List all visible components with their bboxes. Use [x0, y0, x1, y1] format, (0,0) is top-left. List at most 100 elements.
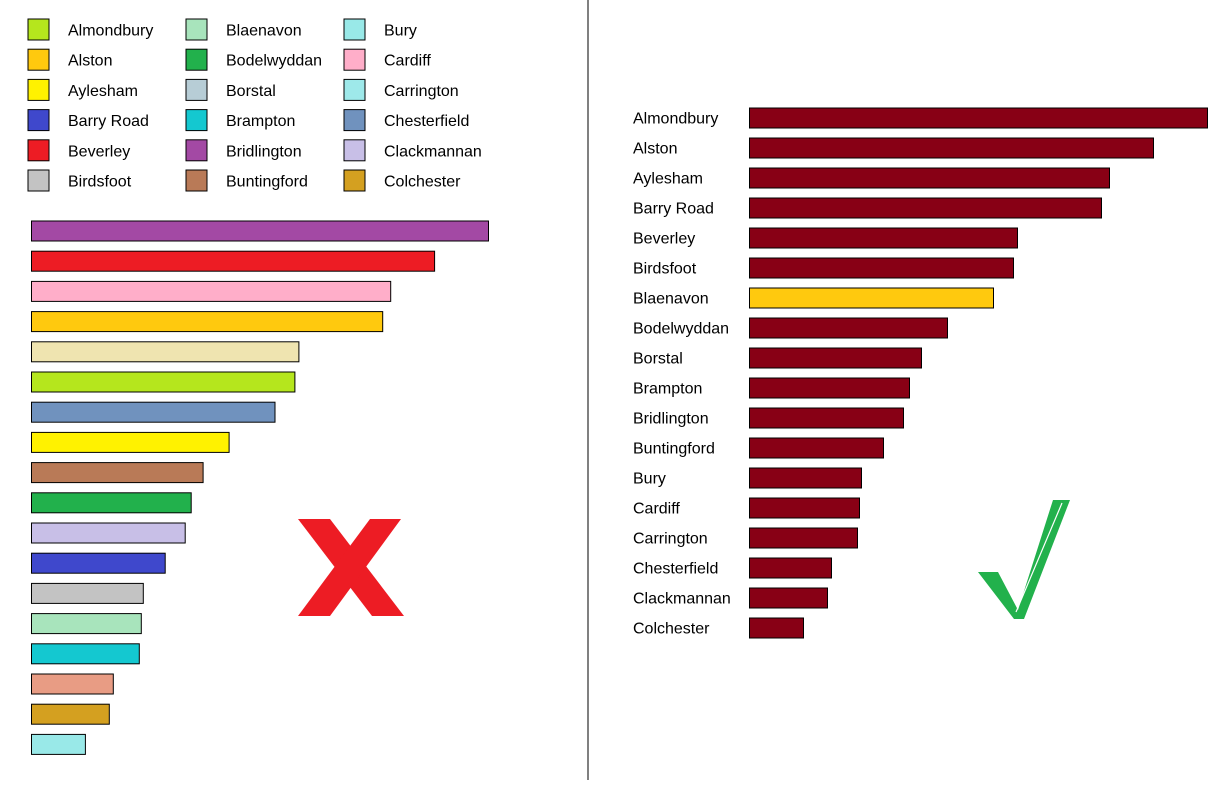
- right-bar-cardiff: [749, 497, 860, 519]
- legend-swatch-clackmannan: [343, 139, 366, 162]
- right-tick-label-alston: Alston: [633, 141, 677, 158]
- legend-swatch-birdsfoot: [27, 169, 50, 192]
- right-bar-carrington: [749, 527, 858, 549]
- left-bar-13: [31, 582, 144, 604]
- right-bar-borstal: [749, 347, 922, 369]
- legend-label-clackmannan: Clackmannan: [384, 143, 482, 160]
- legend-label-bridlington: Bridlington: [226, 143, 302, 160]
- legend-label-aylesham: Aylesham: [68, 83, 138, 100]
- right-tick-label-colchester: Colchester: [633, 621, 710, 638]
- legend-swatch-bridlington: [185, 139, 208, 162]
- right-bar-almondbury: [749, 107, 1208, 129]
- right-bar-clackmannan: [749, 587, 828, 609]
- right-tick-label-birdsfoot: Birdsfoot: [633, 261, 697, 278]
- legend-swatch-almondbury: [27, 18, 50, 41]
- legend-label-buntingford: Buntingford: [226, 174, 308, 191]
- left-bar-4: [31, 311, 384, 333]
- legend-swatch-borstal: [185, 78, 208, 101]
- left-bar-1: [31, 220, 489, 242]
- legend-swatch-blaenavon: [185, 18, 208, 41]
- left-bar-8: [31, 431, 230, 453]
- legend-swatch-bury: [343, 18, 366, 41]
- legend-label-cardiff: Cardiff: [384, 53, 431, 70]
- left-bar-14: [31, 613, 142, 635]
- right-bar-buntingford: [749, 437, 884, 459]
- right-bar-alston: [749, 137, 1154, 159]
- right-bar-birdsfoot: [749, 257, 1014, 279]
- left-bar-9: [31, 462, 204, 484]
- left-bar-3: [31, 280, 392, 302]
- legend-label-brampton: Brampton: [226, 113, 295, 130]
- right-tick-label-bridlington: Bridlington: [633, 411, 709, 428]
- right-tick-label-almondbury: Almondbury: [633, 111, 718, 128]
- legend-swatch-barry-road: [27, 109, 50, 132]
- right-bar-colchester: [749, 617, 804, 639]
- right-tick-label-bodelwyddan: Bodelwyddan: [633, 321, 729, 338]
- right-tick-label-carrington: Carrington: [633, 531, 708, 548]
- right-tick-label-borstal: Borstal: [633, 351, 683, 368]
- right-tick-label-bury: Bury: [633, 471, 666, 488]
- left-bar-2: [31, 250, 436, 272]
- legend: Almondbury Alston Aylesham Barry Road Beverl…: [27, 18, 482, 192]
- check-shape: [978, 500, 1070, 619]
- left-bar-17: [31, 703, 110, 725]
- legend-swatch-buntingford: [185, 169, 208, 192]
- legend-label-birdsfoot: Birdsfoot: [68, 174, 132, 191]
- left-bars: [31, 220, 489, 755]
- left-bar-5: [31, 341, 300, 363]
- legend-label-bodelwyddan: Bodelwyddan: [226, 53, 322, 70]
- legend-swatch-brampton: [185, 109, 208, 132]
- right-bar-beverley: [749, 227, 1018, 249]
- legend-swatch-chesterfield: [343, 109, 366, 132]
- left-bar-6: [31, 371, 296, 393]
- legend-label-blaenavon: Blaenavon: [226, 23, 302, 40]
- legend-label-bury: Bury: [384, 23, 417, 40]
- left-bar-7: [31, 401, 276, 423]
- left-bar-12: [31, 552, 166, 574]
- right-tick-label-barry-road: Barry Road: [633, 201, 714, 218]
- legend-label-alston: Alston: [68, 53, 112, 70]
- right-tick-label-chesterfield: Chesterfield: [633, 561, 718, 578]
- right-tick-label-blaenavon: Blaenavon: [633, 291, 709, 308]
- right-bar-brampton: [749, 377, 910, 399]
- check-icon: [978, 500, 1070, 619]
- legend-swatch-alston: [27, 48, 50, 71]
- left-bar-16: [31, 673, 114, 695]
- legend-swatch-beverley: [27, 139, 50, 162]
- cross-icon: [298, 519, 404, 616]
- right-tick-label-clackmannan: Clackmannan: [633, 591, 731, 608]
- legend-label-carrington: Carrington: [384, 83, 459, 100]
- right-bar-bridlington: [749, 407, 904, 429]
- right-bar-bodelwyddan: [749, 317, 948, 339]
- legend-swatch-colchester: [343, 169, 366, 192]
- legend-swatch-cardiff: [343, 48, 366, 71]
- cross-stroke-b: [298, 519, 401, 616]
- legend-label-beverley: Beverley: [68, 143, 130, 160]
- legend-label-barry-road: Barry Road: [68, 113, 149, 130]
- right-bar-bury: [749, 467, 862, 489]
- legend-label-colchester: Colchester: [384, 174, 461, 191]
- right-chart: Almondbury Alston Aylesham Barry Road Beverl…: [633, 107, 1208, 639]
- legend-label-chesterfield: Chesterfield: [384, 113, 469, 130]
- right-bar-chesterfield: [749, 557, 832, 579]
- legend-swatch-aylesham: [27, 78, 50, 101]
- legend-swatch-carrington: [343, 78, 366, 101]
- legend-label-almondbury: Almondbury: [68, 23, 153, 40]
- legend-swatch-bodelwyddan: [185, 48, 208, 71]
- right-tick-label-aylesham: Aylesham: [633, 171, 703, 188]
- legend-label-borstal: Borstal: [226, 83, 276, 100]
- left-bar-10: [31, 492, 192, 514]
- right-bar-barry-road: [749, 197, 1102, 219]
- left-bar-11: [31, 522, 186, 544]
- right-tick-label-brampton: Brampton: [633, 381, 702, 398]
- check-highlight: [1015, 502, 1063, 613]
- right-bar-aylesham: [749, 167, 1110, 189]
- left-bar-15: [31, 643, 140, 665]
- left-bar-18: [31, 733, 86, 755]
- right-tick-label-cardiff: Cardiff: [633, 501, 680, 518]
- right-bar-blaenavon: [749, 287, 994, 309]
- right-tick-label-beverley: Beverley: [633, 231, 695, 248]
- right-tick-label-buntingford: Buntingford: [633, 441, 715, 458]
